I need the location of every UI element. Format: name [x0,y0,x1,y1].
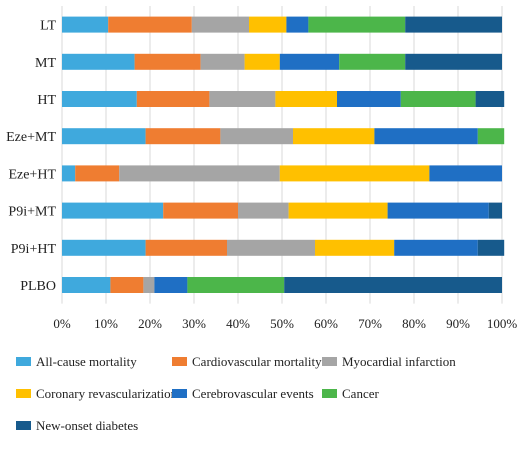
bar-segment [288,202,388,219]
legend-swatch [172,389,187,398]
legend-swatch [16,389,31,398]
bars [62,16,505,293]
bar-segment [429,165,502,182]
bar-segment [62,202,164,219]
bar-segment [339,53,406,70]
bar-segment [75,165,120,182]
bar-segment [145,239,227,256]
bar-segment [119,165,280,182]
category-label: Eze+HT [8,167,56,182]
bar-segment [136,91,210,107]
bar-segment [374,128,478,145]
x-tick-label: 90% [446,316,470,331]
x-tick-label: 10% [94,316,118,331]
legend-label: Cerebrovascular events [192,386,314,401]
bar-segment [143,277,155,293]
legend-label: Cardiovascular mortality [192,354,322,369]
bar-segment [62,165,76,182]
category-label: LT [40,19,56,34]
bar-segment [191,16,249,33]
legend-label: Cancer [342,386,379,401]
bar-segment [337,91,401,107]
bar-segment [62,91,137,107]
bar-segment [315,239,395,256]
category-labels: LT MT HT Eze+MT Eze+HT P9i+MT P9i+HT PLBO [6,19,56,294]
bar-segment [163,202,238,219]
bar-segment [284,277,502,293]
legend-swatch [172,357,187,366]
bar-segment [405,53,502,70]
x-tick-label: 70% [358,316,382,331]
category-label: P9i+HT [11,242,57,257]
x-tick-label: 80% [402,316,426,331]
legend-label: Coronary revascularization [36,386,178,401]
bar-segment [387,202,489,219]
gridlines [61,6,503,304]
legend-label: Myocardial infarction [342,354,456,369]
bar-segment [227,239,315,256]
bar-segment [293,128,375,145]
x-tick-label: 100% [487,316,518,331]
x-tick-label: 50% [270,316,294,331]
legend-label: New-onset diabetes [36,418,138,433]
bar-segment [200,53,245,70]
x-tick-label: 30% [182,316,206,331]
bar-segment [154,277,188,293]
legend-swatch [16,421,31,430]
x-axis-tick-labels: 0% 10% 20% 30% 40% 50% 60% 70% 80% 90% 100% [53,316,517,331]
bar-segment [62,277,111,293]
bar-segment [134,53,201,70]
legend-swatch [16,357,31,366]
legend-swatch [322,357,337,366]
bar-segment [308,16,406,33]
bar-segment [279,53,340,70]
bar-segment [475,91,505,107]
bar-segment [187,277,285,293]
bar-segment [108,16,192,33]
bar-segment [209,91,276,107]
x-tick-label: 40% [226,316,250,331]
bar-segment [244,53,280,70]
legend-label: All-cause mortality [36,354,137,369]
legend: All-cause mortality Cardiovascular mortal… [16,354,456,433]
bar-segment [62,239,146,256]
x-tick-label: 0% [53,316,71,331]
bar-segment [220,128,293,145]
bar-segment [394,239,478,256]
legend-swatch [322,389,337,398]
x-tick-label: 60% [314,316,338,331]
bar-segment [286,16,309,33]
bar-segment [405,16,502,33]
category-label: MT [35,56,56,71]
bar-segment [145,128,221,145]
bar-segment [110,277,144,293]
bar-segment [62,16,109,33]
bar-segment [238,202,289,219]
bar-segment [477,128,505,145]
category-label: HT [37,93,56,108]
bar-segment [249,16,287,33]
category-label: Eze+MT [6,130,56,145]
bar-segment [477,239,505,256]
category-label: P9i+MT [8,205,56,220]
bar-segment [62,53,135,70]
bar-segment [488,202,502,219]
bar-segment [279,165,430,182]
bar-segment [275,91,337,107]
x-tick-label: 20% [138,316,162,331]
bar-segment [62,128,146,145]
category-label: PLBO [20,279,56,294]
bar-segment [400,91,476,107]
